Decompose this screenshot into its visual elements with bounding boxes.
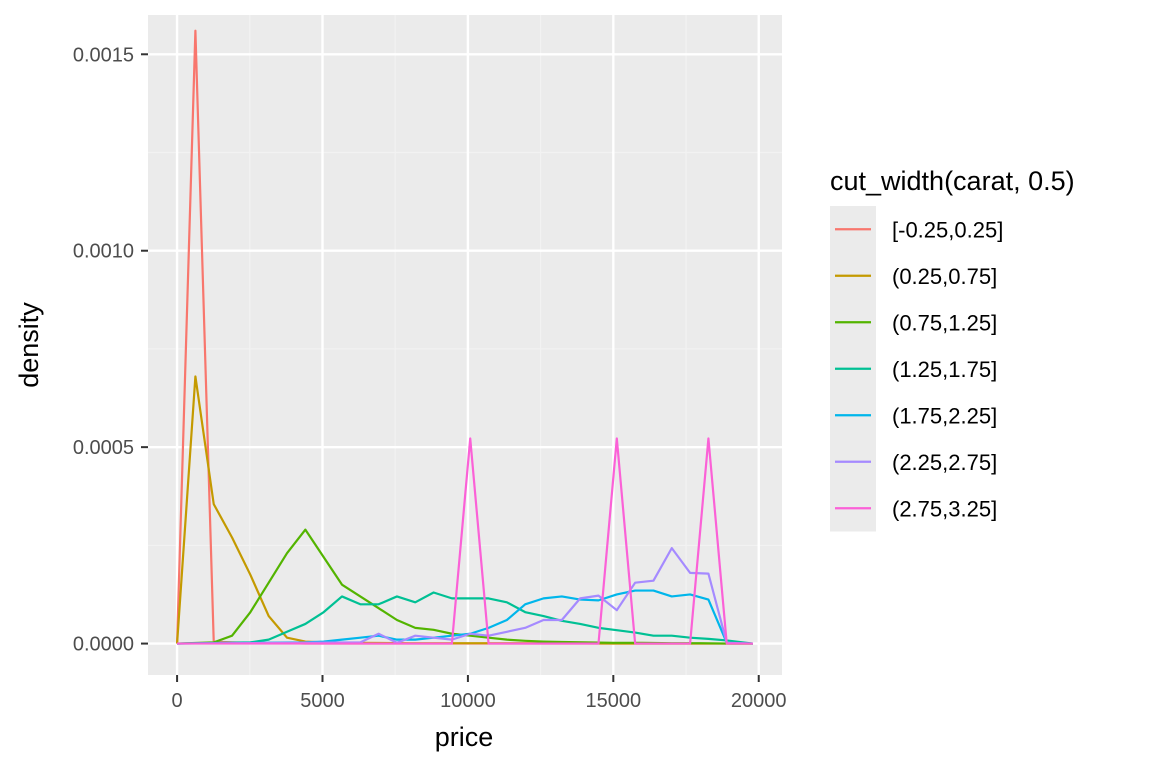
legend-item: (2.75,3.25] (830, 485, 997, 532)
x-tick-label: 15000 (586, 690, 642, 712)
legend-label: (0.75,1.25] (892, 310, 997, 335)
legend-item: (0.75,1.25] (830, 299, 997, 346)
x-tick-label: 0 (172, 690, 183, 712)
y-tick-label: 0.0000 (73, 634, 134, 656)
series-line (177, 591, 754, 645)
legend-label: (2.75,3.25] (892, 496, 997, 521)
plot-panel (148, 15, 782, 675)
series-line (177, 589, 753, 645)
legend-title: cut_width(carat, 0.5) (830, 166, 1075, 196)
y-tick-label: 0.0005 (73, 437, 134, 459)
legend-item: (1.25,1.75] (830, 345, 997, 392)
legend-item: [-0.25,0.25] (830, 206, 1003, 253)
series-line (177, 547, 753, 645)
x-tick-label: 10000 (440, 690, 496, 712)
legend: cut_width(carat, 0.5) [-0.25,0.25] (0.25,… (830, 166, 1075, 532)
y-tick-label: 0.0010 (73, 241, 134, 263)
y-axis: 0.0000 0.0005 0.0010 0.0015 (73, 44, 148, 656)
x-axis-title: price (435, 722, 494, 752)
series-line (177, 528, 753, 645)
legend-label: (1.25,1.75] (892, 357, 997, 382)
x-axis: 0 5000 10000 15000 20000 (172, 675, 787, 712)
y-axis-title: density (14, 302, 44, 388)
minor-gridlines (148, 15, 782, 675)
legend-items: [-0.25,0.25] (0.25,0.75] (0.75,1.25] (1.25,… (830, 206, 1003, 532)
series-line (177, 437, 753, 645)
legend-item: (0.25,0.75] (830, 252, 997, 299)
legend-label: (1.75,2.25] (892, 403, 997, 428)
x-tick-label: 20000 (731, 690, 787, 712)
series-lines (175, 29, 754, 645)
legend-item: (2.25,2.75] (830, 438, 997, 485)
legend-label: (2.25,2.75] (892, 450, 997, 475)
legend-label: [-0.25,0.25] (892, 217, 1003, 242)
x-tick-label: 5000 (300, 690, 345, 712)
legend-label: (0.25,0.75] (892, 264, 997, 289)
y-tick-label: 0.0015 (73, 44, 134, 66)
legend-item: (1.75,2.25] (830, 392, 997, 439)
